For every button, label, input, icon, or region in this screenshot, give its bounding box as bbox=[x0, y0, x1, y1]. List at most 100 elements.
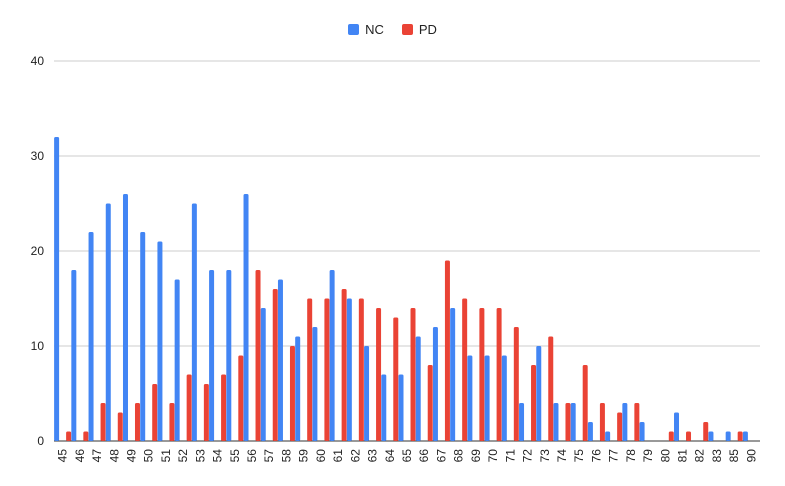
bar-pd-71[interactable] bbox=[513, 327, 519, 441]
bar-nc-53[interactable] bbox=[191, 203, 197, 442]
x-tick-label: 57 bbox=[262, 449, 276, 463]
bar-pd-48[interactable] bbox=[117, 412, 123, 442]
bar-nc-58[interactable] bbox=[277, 279, 283, 442]
bar-pd-58[interactable] bbox=[289, 346, 295, 441]
bar-pd-69[interactable] bbox=[479, 308, 485, 441]
x-tick-label: 73 bbox=[538, 449, 552, 463]
bar-nc-56[interactable] bbox=[243, 194, 249, 441]
bar-pd-80[interactable] bbox=[668, 431, 674, 442]
x-tick-label: 63 bbox=[366, 449, 380, 463]
bar-nc-50[interactable] bbox=[140, 232, 146, 441]
bar-pd-78[interactable] bbox=[634, 403, 640, 441]
bar-pd-47[interactable] bbox=[100, 403, 106, 441]
legend-swatch-nc bbox=[348, 24, 360, 35]
bar-nc-72[interactable] bbox=[519, 403, 525, 441]
bar-pd-50[interactable] bbox=[152, 384, 158, 441]
bar-pd-53[interactable] bbox=[203, 384, 209, 441]
bar-pd-46[interactable] bbox=[83, 431, 89, 442]
bar-pd-59[interactable] bbox=[307, 298, 313, 442]
bar-nc-63[interactable] bbox=[364, 346, 370, 441]
x-tick-label: 81 bbox=[676, 449, 690, 463]
bar-pd-64[interactable] bbox=[393, 317, 399, 442]
bar-nc-68[interactable] bbox=[450, 308, 456, 441]
bar-nc-75[interactable] bbox=[570, 403, 576, 441]
bar-nc-90[interactable] bbox=[742, 431, 748, 442]
bar-nc-79[interactable] bbox=[639, 422, 645, 441]
bar-pd-57[interactable] bbox=[272, 289, 278, 441]
bar-pd-72[interactable] bbox=[531, 365, 537, 441]
bar-pd-76[interactable] bbox=[599, 403, 605, 441]
bar-nc-48[interactable] bbox=[105, 203, 111, 442]
bar-nc-70[interactable] bbox=[484, 355, 490, 442]
y-tick-label: 10 bbox=[31, 339, 45, 353]
bar-nc-76[interactable] bbox=[587, 422, 593, 441]
bar-nc-65[interactable] bbox=[398, 374, 404, 442]
x-tick-label: 48 bbox=[107, 449, 121, 463]
x-tick-label: 77 bbox=[607, 449, 621, 463]
bar-pd-54[interactable] bbox=[221, 374, 227, 442]
bar-pd-70[interactable] bbox=[496, 308, 502, 441]
bar-nc-54[interactable] bbox=[209, 270, 215, 441]
legend-item-pd[interactable]: PD bbox=[401, 22, 437, 37]
x-tick-label: 71 bbox=[503, 449, 517, 463]
bar-pd-60[interactable] bbox=[324, 298, 330, 442]
bar-nc-61[interactable] bbox=[329, 270, 335, 441]
bar-pd-45[interactable] bbox=[66, 431, 72, 442]
bar-pd-68[interactable] bbox=[462, 298, 468, 442]
bar-pd-51[interactable] bbox=[169, 403, 175, 441]
bar-nc-83[interactable] bbox=[708, 431, 714, 442]
bar-pd-81[interactable] bbox=[686, 431, 692, 442]
bar-nc-52[interactable] bbox=[174, 279, 180, 442]
x-tick-label: 51 bbox=[159, 449, 173, 463]
bar-nc-47[interactable] bbox=[88, 232, 94, 441]
bar-nc-78[interactable] bbox=[622, 403, 628, 441]
x-tick-label: 82 bbox=[693, 449, 707, 463]
bar-nc-62[interactable] bbox=[346, 298, 352, 442]
bar-pd-82[interactable] bbox=[703, 422, 709, 441]
bar-nc-64[interactable] bbox=[381, 374, 387, 442]
x-tick-label: 46 bbox=[73, 449, 87, 463]
bar-pd-52[interactable] bbox=[186, 374, 192, 442]
bar-pd-65[interactable] bbox=[410, 308, 416, 441]
x-tick-label: 53 bbox=[193, 449, 207, 463]
bar-nc-55[interactable] bbox=[226, 270, 232, 441]
bar-nc-57[interactable] bbox=[260, 308, 266, 441]
bar-nc-60[interactable] bbox=[312, 327, 318, 441]
bar-nc-46[interactable] bbox=[71, 270, 77, 441]
bar-nc-69[interactable] bbox=[467, 355, 473, 442]
bar-nc-45[interactable] bbox=[54, 137, 60, 441]
bar-pd-62[interactable] bbox=[358, 298, 364, 442]
x-tick-label: 56 bbox=[245, 449, 259, 463]
bar-pd-66[interactable] bbox=[427, 365, 433, 441]
bar-pd-63[interactable] bbox=[376, 308, 382, 441]
x-tick-label: 67 bbox=[434, 449, 448, 463]
bar-nc-71[interactable] bbox=[501, 355, 507, 442]
bar-pd-56[interactable] bbox=[255, 270, 261, 441]
bar-pd-75[interactable] bbox=[582, 365, 588, 441]
bar-pd-55[interactable] bbox=[238, 355, 244, 442]
x-tick-label: 79 bbox=[641, 449, 655, 463]
bar-nc-74[interactable] bbox=[553, 403, 559, 441]
x-tick-label: 69 bbox=[469, 449, 483, 463]
bar-nc-66[interactable] bbox=[415, 336, 421, 442]
bar-nc-51[interactable] bbox=[157, 241, 163, 442]
bar-nc-67[interactable] bbox=[432, 327, 438, 441]
bar-nc-49[interactable] bbox=[122, 194, 128, 441]
bar-nc-85[interactable] bbox=[725, 431, 731, 442]
legend-item-nc[interactable]: NC bbox=[348, 22, 384, 37]
x-tick-label: 50 bbox=[142, 449, 156, 463]
bar-pd-67[interactable] bbox=[444, 260, 450, 442]
x-tick-label: 55 bbox=[228, 449, 242, 463]
bar-pd-49[interactable] bbox=[134, 403, 140, 441]
bar-nc-77[interactable] bbox=[605, 431, 611, 442]
bar-pd-61[interactable] bbox=[341, 289, 347, 441]
bar-nc-59[interactable] bbox=[295, 336, 301, 442]
bar-pd-77[interactable] bbox=[617, 412, 623, 442]
legend: NC PD bbox=[0, 22, 785, 37]
bar-pd-73[interactable] bbox=[548, 336, 554, 442]
bar-pd-74[interactable] bbox=[565, 403, 571, 441]
bar-nc-73[interactable] bbox=[536, 346, 542, 441]
bar-pd-85[interactable] bbox=[737, 431, 743, 442]
x-tick-label: 76 bbox=[589, 449, 603, 463]
bar-nc-81[interactable] bbox=[674, 412, 680, 442]
